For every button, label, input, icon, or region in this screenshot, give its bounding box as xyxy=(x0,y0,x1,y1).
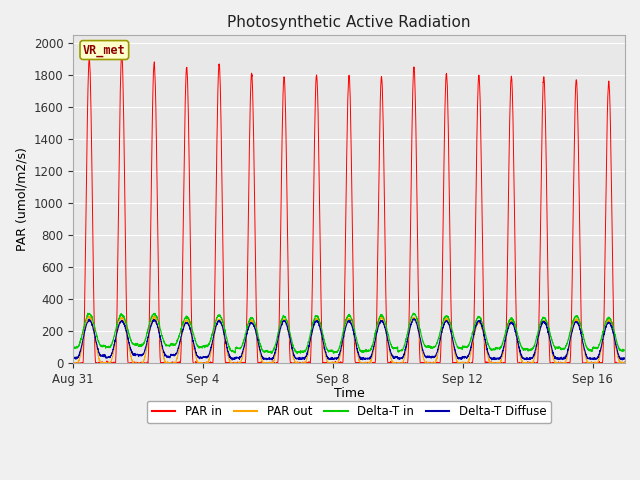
PAR in xyxy=(397,360,404,366)
Delta-T in xyxy=(397,348,404,353)
Delta-T in xyxy=(621,348,629,353)
Line: PAR out: PAR out xyxy=(73,316,625,363)
PAR out xyxy=(356,358,364,363)
PAR in xyxy=(69,360,77,366)
Delta-T in xyxy=(69,345,77,351)
PAR in xyxy=(587,360,595,365)
Delta-T Diffuse xyxy=(561,355,569,360)
Delta-T Diffuse xyxy=(268,357,276,363)
PAR in xyxy=(356,360,364,366)
Delta-T Diffuse xyxy=(410,316,418,322)
PAR in xyxy=(527,360,534,366)
PAR in xyxy=(447,289,454,295)
Delta-T Diffuse xyxy=(69,355,77,360)
Y-axis label: PAR (umol/m2/s): PAR (umol/m2/s) xyxy=(15,147,28,252)
PAR in xyxy=(561,360,569,366)
Delta-T in xyxy=(355,346,363,351)
Line: Delta-T Diffuse: Delta-T Diffuse xyxy=(73,319,625,360)
PAR out xyxy=(397,360,404,366)
PAR out xyxy=(561,360,569,366)
Delta-T in xyxy=(410,310,417,316)
PAR in xyxy=(69,360,77,366)
Line: Delta-T in: Delta-T in xyxy=(73,313,625,354)
Delta-T in xyxy=(293,351,301,357)
PAR in xyxy=(118,52,125,58)
Delta-T Diffuse xyxy=(527,355,534,361)
Text: VR_met: VR_met xyxy=(83,44,125,57)
Title: Photosynthetic Active Radiation: Photosynthetic Active Radiation xyxy=(227,15,471,30)
PAR out xyxy=(587,360,595,366)
PAR out xyxy=(447,329,454,335)
Delta-T in xyxy=(527,348,534,353)
Line: PAR in: PAR in xyxy=(73,55,625,363)
PAR out xyxy=(70,360,77,366)
Delta-T in xyxy=(447,322,454,327)
Delta-T Diffuse xyxy=(587,356,595,362)
PAR in xyxy=(621,360,629,366)
PAR out xyxy=(527,360,534,366)
X-axis label: Time: Time xyxy=(333,387,364,400)
PAR out xyxy=(69,360,77,366)
PAR out xyxy=(150,313,158,319)
Delta-T Diffuse xyxy=(621,356,629,361)
Delta-T in xyxy=(561,346,569,351)
Delta-T Diffuse xyxy=(397,355,404,361)
Delta-T Diffuse xyxy=(355,354,363,360)
PAR out xyxy=(621,360,629,366)
Delta-T in xyxy=(587,348,595,353)
Legend: PAR in, PAR out, Delta-T in, Delta-T Diffuse: PAR in, PAR out, Delta-T in, Delta-T Dif… xyxy=(147,401,551,423)
Delta-T Diffuse xyxy=(447,329,454,335)
